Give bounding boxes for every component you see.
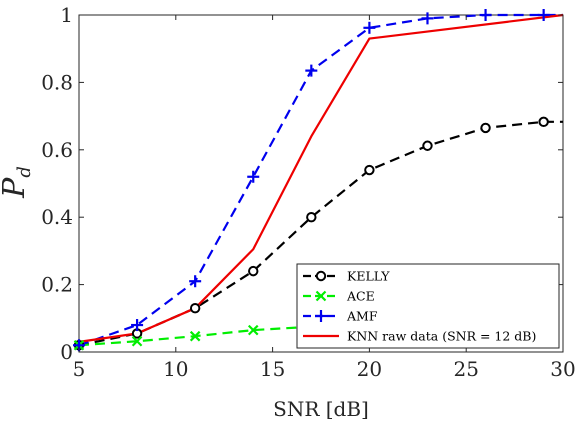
x-tick-label: 15	[260, 357, 285, 381]
data-point-circle	[364, 164, 375, 176]
plot-markers	[73, 9, 550, 352]
data-point-plus	[479, 9, 492, 21]
data-point-circle	[538, 116, 549, 128]
data-point-circle	[189, 302, 201, 314]
data-point-plus	[247, 170, 260, 183]
y-tick-label: 0	[60, 340, 73, 364]
data-point-x-stroke	[315, 290, 327, 302]
series-line-kelly	[78, 120, 563, 347]
y-tick-label: 1	[60, 3, 73, 27]
ticks: 5 10 15 20 25 30 0 0.2 0.4 0.6 0.8 1	[41, 3, 576, 381]
data-point-plus	[363, 21, 376, 34]
y-axis-label-subscript: d	[14, 166, 35, 178]
legend: KELLY ACE AMF KNN raw data (SNR = 12 dB)	[296, 263, 560, 349]
data-point-plus	[131, 319, 144, 332]
x-axis-label: SNR [dB]	[273, 397, 369, 421]
data-point-circle	[480, 122, 491, 134]
data-point-x-stroke	[189, 330, 201, 342]
data-point-circle	[248, 265, 259, 277]
data-point-plus	[189, 275, 202, 288]
legend-label: ACE	[346, 289, 375, 304]
y-tick-label: 0.8	[41, 70, 73, 94]
y-axis-label-main: P	[0, 177, 32, 199]
x-tick-label: 30	[550, 357, 575, 381]
x-tick-label: 25	[453, 357, 478, 381]
data-point-x-stroke	[131, 335, 143, 347]
legend-label: KELLY	[347, 269, 390, 284]
x-tick-label: 10	[163, 357, 188, 381]
data-point-x	[247, 324, 259, 336]
legend-box	[296, 263, 560, 349]
data-point-plus	[421, 12, 434, 25]
data-point-x	[189, 330, 201, 342]
data-point-circle	[422, 140, 433, 151]
data-point-x-stroke	[247, 324, 259, 336]
data-point-x	[315, 290, 327, 302]
data-point-plus	[537, 9, 550, 21]
legend-label: AMF	[346, 309, 378, 324]
y-tick-label: 0.2	[41, 273, 73, 297]
legend-label: KNN raw data (SNR = 12 dB)	[347, 329, 536, 344]
data-point-plus	[305, 64, 318, 77]
x-tick-label: 5	[73, 357, 86, 381]
series-line-amf	[78, 13, 563, 347]
y-tick-label: 0.6	[41, 138, 73, 162]
data-point-circle	[315, 270, 327, 282]
data-point-circle	[306, 212, 317, 223]
data-point-x	[131, 335, 143, 347]
x-tick-label: 20	[357, 357, 382, 381]
y-tick-label: 0.4	[41, 205, 73, 229]
y-axis-label: Pd	[0, 166, 35, 199]
data-point-plus	[315, 310, 327, 322]
